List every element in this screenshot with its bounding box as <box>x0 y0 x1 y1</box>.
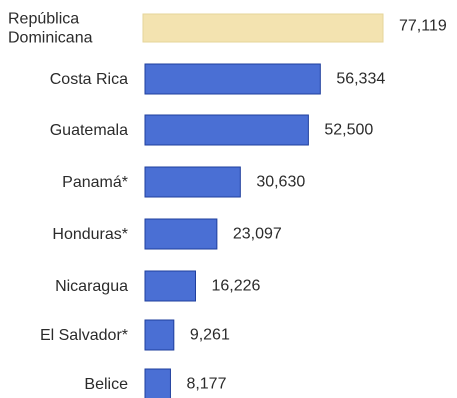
category-label: Guatemala <box>50 122 128 139</box>
category-label: El Salvador* <box>40 327 128 344</box>
category-label: Costa Rica <box>50 71 128 88</box>
bar <box>142 13 384 43</box>
value-label: 16,226 <box>211 278 260 295</box>
bar <box>144 270 196 302</box>
bar <box>144 368 171 398</box>
category-label: Nicaragua <box>55 278 128 295</box>
category-label: Belice <box>84 376 128 393</box>
bar <box>144 166 241 198</box>
category-label: Panamá* <box>62 174 128 191</box>
value-label: 9,261 <box>190 327 230 344</box>
category-label: Honduras* <box>52 226 128 243</box>
bar <box>144 218 218 250</box>
category-label: República Dominicana <box>8 10 93 46</box>
value-label: 8,177 <box>186 376 226 393</box>
bar <box>144 114 309 146</box>
value-label: 56,334 <box>336 71 385 88</box>
value-label: 23,097 <box>233 226 282 243</box>
bar <box>144 63 321 95</box>
value-label: 30,630 <box>256 174 305 191</box>
value-label: 77,119 <box>399 18 447 35</box>
bar <box>144 319 175 351</box>
value-label: 52,500 <box>324 122 373 139</box>
